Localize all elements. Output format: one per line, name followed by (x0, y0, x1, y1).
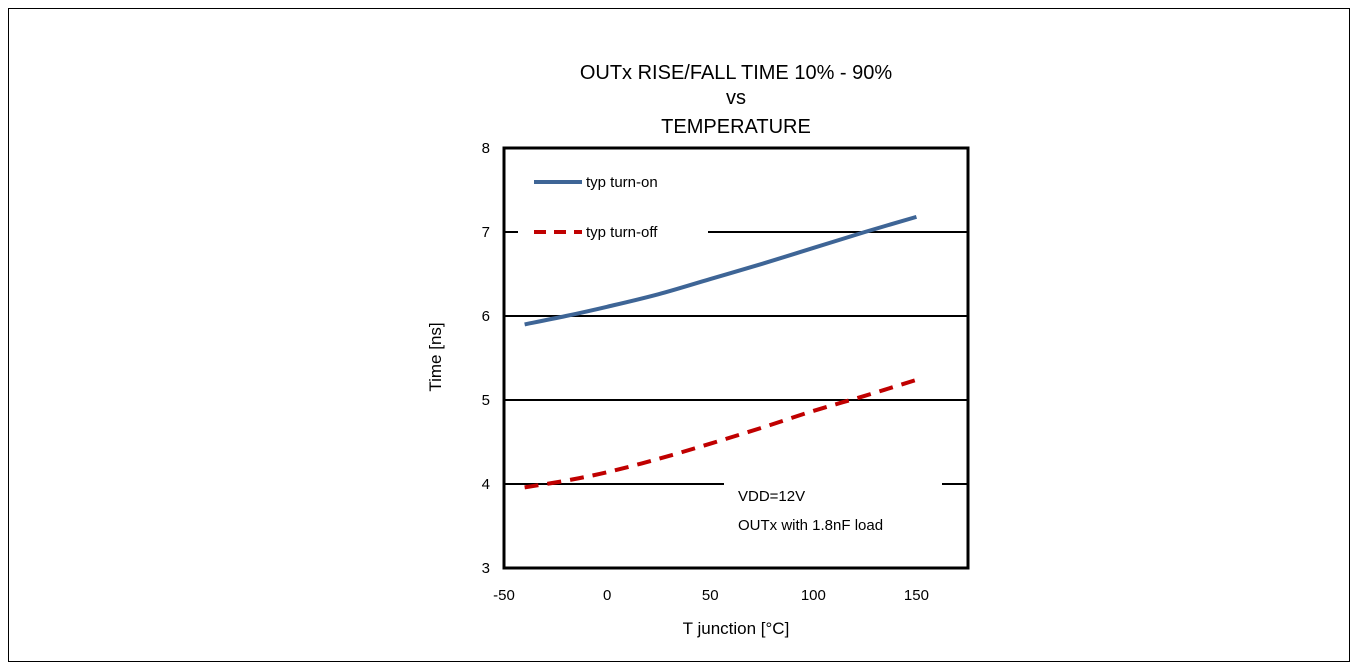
x-tick-label: -50 (493, 587, 515, 604)
chart-title-line-3: TEMPERATURE (661, 116, 811, 138)
legend-label-turn-off: typ turn-off (586, 224, 658, 241)
series-line-turn-on (524, 214, 918, 327)
y-axis-ticks: 3 4 5 6 7 8 (482, 140, 490, 577)
y-tick-label: 4 (482, 476, 490, 493)
chart-title-line-2: vs (726, 87, 746, 109)
x-tick-label: 0 (603, 587, 611, 604)
annotation-vdd: VDD=12V (738, 488, 805, 505)
y-tick-label: 7 (482, 224, 490, 241)
y-tick-label: 5 (482, 392, 490, 409)
chart-frame (8, 8, 1350, 662)
plot-area (502, 146, 970, 570)
chart-title-line-1: OUTx RISE/FALL TIME 10% - 90% (580, 62, 893, 84)
series-group (524, 214, 918, 490)
annotation-background (724, 472, 942, 564)
x-axis-label: T junction [°C] (683, 619, 790, 638)
y-axis-label: Time [ns] (426, 322, 445, 391)
y-tick-label: 8 (482, 140, 490, 157)
y-tick-label: 6 (482, 308, 490, 325)
legend-label-turn-on: typ turn-on (586, 174, 658, 191)
legend: typ turn-on typ turn-off (518, 164, 708, 246)
legend-background (518, 164, 708, 246)
x-tick-label: 150 (904, 587, 929, 604)
y-tick-label: 3 (482, 560, 490, 577)
series-line-turn-off (524, 377, 918, 490)
x-tick-label: 50 (702, 587, 719, 604)
x-tick-label: 100 (801, 587, 826, 604)
x-axis-ticks: -50 0 50 100 150 (493, 587, 929, 604)
annotation-load: OUTx with 1.8nF load (738, 517, 883, 534)
annotation-box: VDD=12V OUTx with 1.8nF load (724, 472, 942, 564)
